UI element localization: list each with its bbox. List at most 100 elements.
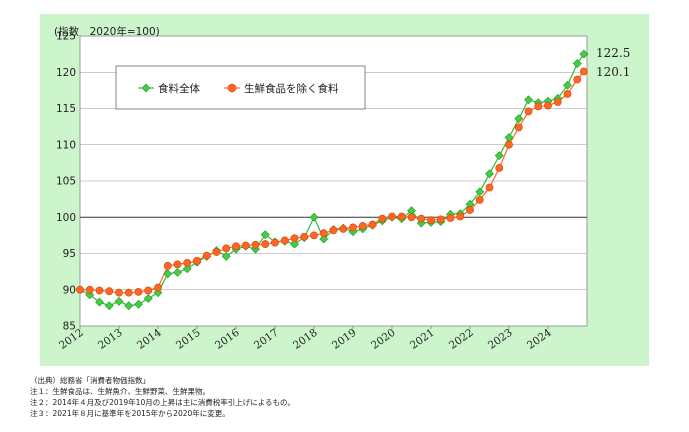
point-food-all [163, 269, 173, 279]
point-food-excl-fresh [222, 244, 231, 253]
end-label-food-excl: 120.1 [596, 65, 630, 79]
point-food-excl-fresh [456, 212, 465, 221]
series-layer [75, 49, 589, 311]
point-food-excl-fresh [563, 90, 572, 98]
point-food-all [319, 234, 329, 244]
point-food-excl-fresh [495, 164, 504, 172]
point-food-excl-fresh [280, 236, 289, 245]
x-tick-label: 2015 [174, 327, 203, 352]
x-tick-label: 2016 [213, 326, 242, 351]
y-tick-label: 85 [63, 321, 76, 333]
point-food-all [260, 230, 270, 240]
point-food-all [572, 59, 582, 68]
point-food-all [485, 169, 494, 179]
point-food-all [104, 301, 114, 311]
end-label-food-all: 122.5 [596, 46, 630, 60]
point-food-all [563, 80, 572, 90]
point-food-excl-fresh [544, 101, 552, 110]
legend-label-food-excl: 生鮮食品を除く食料 [244, 82, 339, 95]
point-food-excl-fresh [261, 240, 270, 248]
legend-diamond-icon [141, 83, 151, 93]
point-food-all [143, 294, 153, 303]
point-food-excl-fresh [95, 286, 104, 295]
point-food-excl-fresh [163, 261, 172, 270]
point-food-excl-fresh [349, 223, 357, 232]
point-food-excl-fresh [251, 240, 260, 249]
note-3: 注３：2021年８月に基準年を2015年から2020年に変更。 [30, 409, 230, 418]
grid-lines [80, 35, 587, 327]
y-tick-label: 120 [56, 67, 76, 79]
legend-box [115, 65, 366, 110]
y-axis-label: (指数 2020年=100) [54, 25, 160, 38]
point-food-all [290, 239, 299, 249]
x-tick-label: 2014 [135, 326, 164, 351]
point-food-all [134, 299, 143, 309]
y-tick-label: 90 [63, 284, 76, 296]
y-tick-label: 125 [56, 31, 76, 43]
x-tick-label: 2021 [408, 327, 437, 352]
point-food-excl-fresh [193, 256, 201, 265]
x-tick-label: 2020 [369, 327, 398, 352]
point-food-excl-fresh [154, 283, 162, 292]
point-food-all [124, 301, 134, 311]
y-tick-label: 105 [56, 176, 76, 188]
x-tick-label: 2019 [330, 327, 359, 352]
point-food-excl-fresh [579, 67, 588, 76]
x-tick-label: 2017 [252, 327, 281, 352]
point-food-excl-fresh [290, 234, 299, 243]
point-food-excl-fresh [202, 251, 211, 260]
point-food-all [182, 264, 192, 274]
x-tick-label: 2024 [525, 326, 554, 351]
y-tick-label: 95 [63, 248, 76, 260]
point-food-excl-fresh [105, 287, 114, 296]
x-tick-label: 2022 [447, 327, 476, 352]
y-tick-label: 110 [56, 139, 76, 151]
point-food-excl-fresh [271, 238, 279, 247]
x-tick-label: 2013 [96, 327, 125, 352]
point-food-all [524, 95, 533, 105]
y-tick-label: 115 [56, 103, 76, 115]
legend-circle-icon [227, 83, 237, 93]
source-note: （出典）総務省「消費者物価指数」 [30, 376, 150, 385]
point-food-excl-fresh [115, 288, 123, 297]
point-food-excl-fresh [378, 214, 387, 223]
point-food-excl-fresh [241, 241, 250, 250]
point-food-all [114, 296, 124, 306]
point-food-excl-fresh [466, 206, 474, 214]
note-1: 注１：生鮮食品は、生鮮魚介、生鮮野菜、生鮮果物。 [30, 387, 210, 396]
x-tick-label: 2018 [291, 327, 320, 352]
point-food-excl-fresh [417, 214, 426, 223]
point-food-excl-fresh [310, 231, 318, 240]
point-food-excl-fresh [505, 140, 513, 149]
point-food-excl-fresh [368, 220, 377, 229]
y-tick-label: 100 [56, 212, 76, 224]
point-food-all [309, 212, 319, 222]
point-food-excl-fresh [124, 288, 133, 297]
point-food-excl-fresh [212, 248, 221, 256]
point-food-excl-fresh [319, 229, 328, 238]
point-food-excl-fresh [173, 260, 182, 269]
point-food-excl-fresh [232, 242, 240, 251]
point-food-excl-fresh [388, 212, 396, 221]
point-food-all [173, 267, 182, 277]
point-food-excl-fresh [514, 123, 523, 132]
legend: 食料全体 生鮮食品を除く食料 [115, 65, 366, 110]
point-food-excl-fresh [475, 195, 484, 204]
point-food-all [514, 114, 524, 124]
point-food-excl-fresh [553, 98, 562, 106]
point-food-excl-fresh [524, 107, 533, 116]
point-food-excl-fresh [534, 102, 543, 111]
point-food-excl-fresh [76, 285, 84, 294]
point-food-excl-fresh [329, 226, 338, 235]
x-tick-label: 2023 [486, 327, 515, 352]
point-food-all [494, 151, 504, 161]
point-food-all [579, 49, 589, 59]
point-food-all [221, 251, 231, 261]
point-food-excl-fresh [573, 75, 582, 84]
point-food-excl-fresh [85, 285, 94, 294]
point-food-all [95, 297, 104, 307]
footnotes: （出典）総務省「消費者物価指数」 注１：生鮮食品は、生鮮魚介、生鮮野菜、生鮮果物… [30, 375, 670, 419]
note-2: 注２：2014年４月及び2019年10月の上昇は主に消費税率引上げによるもの。 [30, 398, 295, 407]
chart-figure: 85 90 95 100 105 110 115 120 125 2012 2013 2014 2015… [40, 14, 649, 366]
